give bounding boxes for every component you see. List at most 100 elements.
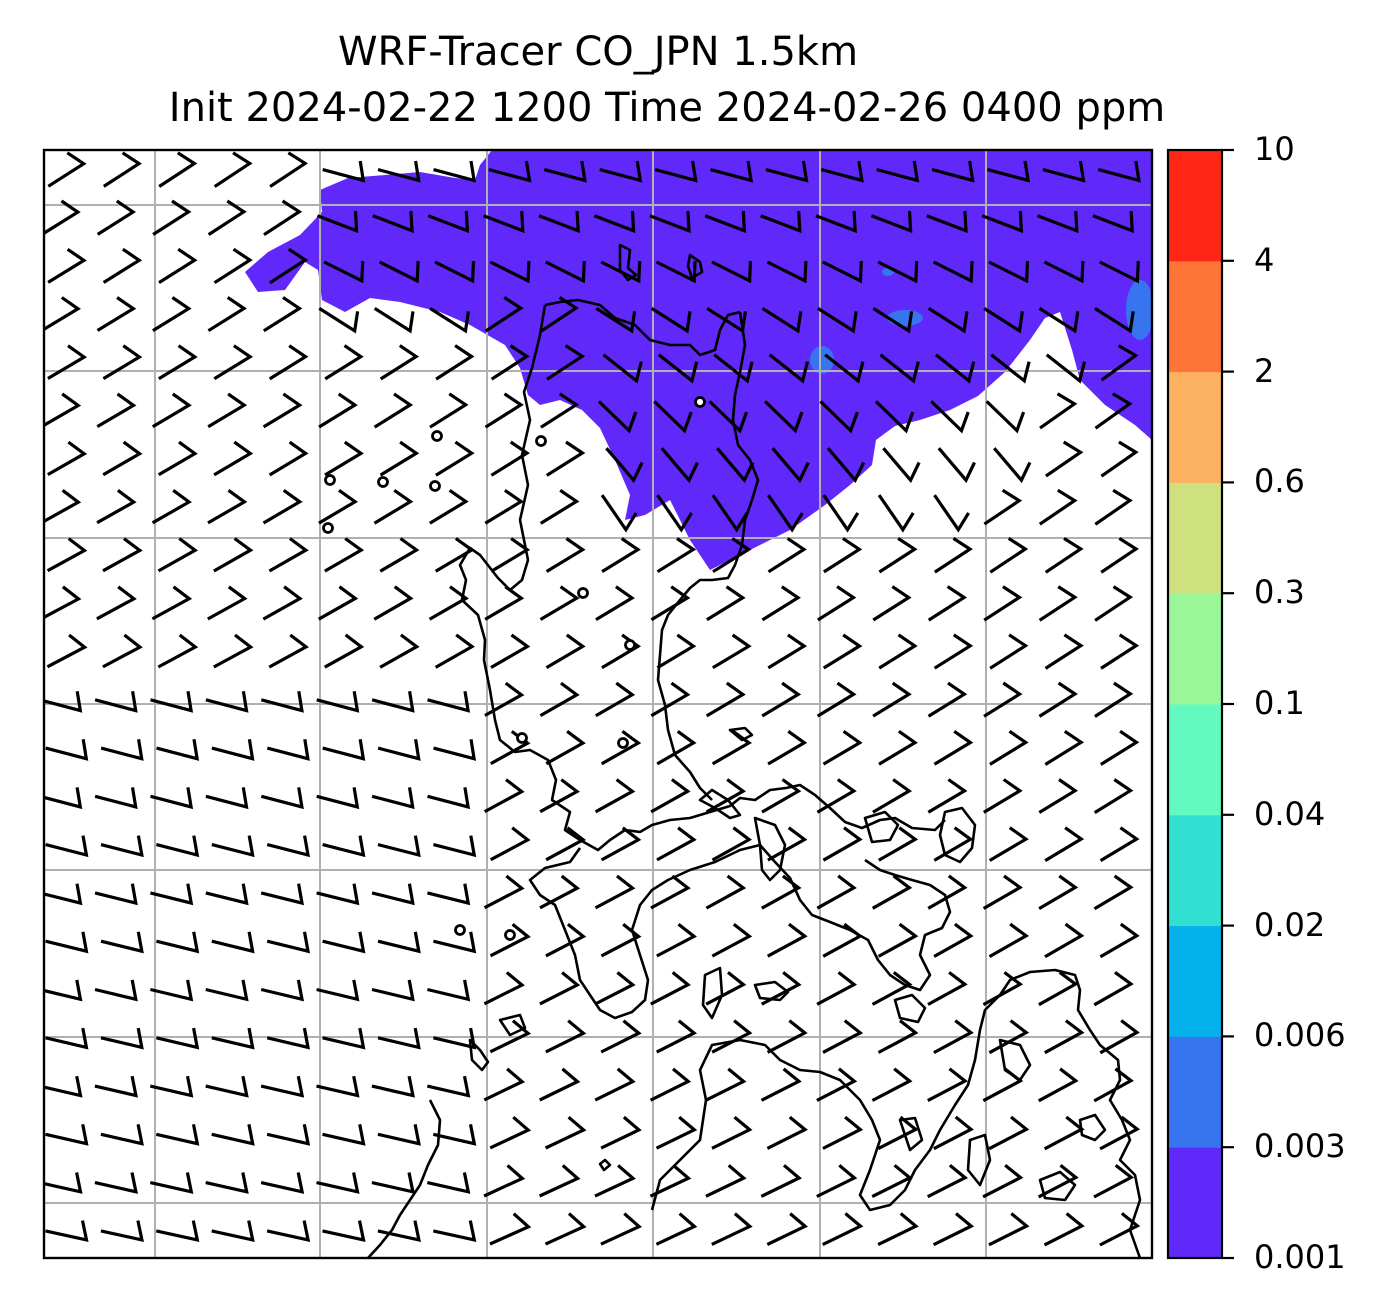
wind-barb [316,690,360,713]
wind-barb [260,690,304,713]
wind-barb [324,344,364,381]
wind-barb [594,1067,636,1102]
wind-barb [599,160,643,183]
colorbar-segment [1168,260,1222,373]
wind-barb [656,537,697,574]
wind-barb [871,1067,913,1102]
wind-barb [260,1075,305,1098]
wind-barb [822,260,863,284]
wind-barb [322,1027,366,1050]
wind-barb [932,260,974,284]
wind-barb [1045,353,1087,384]
wind-barb [377,835,421,858]
calm-wind-marker [324,474,336,486]
wind-barb [765,160,809,183]
wind-barb [1099,260,1140,284]
wind-barb [1038,971,1079,1007]
wind-barb [934,353,976,384]
wind-barb [545,260,586,284]
island-west-chain [367,1099,442,1258]
wind-barb [605,447,644,484]
wind-barb [543,160,587,183]
wind-barb [157,440,198,477]
wind-barb [763,400,804,434]
wind-barb [316,1172,360,1194]
wind-barb [1097,160,1141,183]
wind-barb [877,1115,919,1151]
wind-barb [318,307,360,334]
wind-barb [933,633,974,670]
wind-barb [102,633,143,669]
wind-barb [205,1172,249,1194]
coastline-east-land [650,968,1142,1258]
wind-barb [933,494,970,533]
wind-barb [211,1123,255,1146]
wind-barb [377,931,421,954]
wind-barb [927,681,968,718]
wind-barb [151,392,192,429]
wind-barb [44,392,82,428]
wind-barb [322,1220,366,1242]
wind-barb [1100,537,1139,574]
wind-barb [322,1123,366,1146]
wind-barb [489,1115,532,1150]
colorbar-segment [1168,593,1222,705]
wind-barb [877,1212,919,1247]
wind-barb [933,826,974,862]
island-10 [898,1116,924,1152]
wind-barb [761,307,803,334]
wind-barb [767,537,807,574]
colorbar-segment [1168,482,1222,594]
wind-barb [540,296,580,333]
wind-barb [987,160,1031,183]
wind-barb [656,826,697,862]
wind-barb [44,979,83,1002]
wind-barb [213,151,253,188]
wind-barb [539,778,580,814]
island-16 [1078,1113,1107,1142]
wind-barb [433,1027,477,1050]
wind-barb [712,537,752,574]
wind-barb [927,971,968,1006]
wind-barb [1044,729,1085,766]
wind-barb [149,1172,194,1194]
wind-barb [483,778,525,814]
calm-wind-marker [694,396,706,408]
wind-barb [213,247,253,285]
wind-barb [545,440,586,477]
wind-barb [982,1067,1024,1103]
wind-barb [318,488,359,525]
wind-barb [879,353,920,384]
wind-barb [1044,1019,1085,1055]
wind-barb [262,585,303,621]
calm-wind-marker [377,476,389,488]
wind-barb [157,344,198,381]
wind-barb [263,199,303,237]
wind-barb [102,151,142,188]
wind-barb [152,199,192,236]
wind-barb [269,247,309,285]
wind-barb [100,1220,144,1242]
wind-barb [45,931,89,954]
wind-barb [1043,1212,1085,1247]
wind-barb [377,739,421,761]
wind-barb [371,787,415,810]
wind-barb [655,1115,698,1150]
wind-barb [761,585,801,622]
wind-barb [760,210,802,234]
wind-barb [96,392,137,428]
wind-barb [207,489,248,525]
wind-barb [46,633,88,669]
wind-barb [316,1075,360,1098]
coastline-north-cape [544,298,741,357]
wind-barb [990,353,1031,384]
wind-barb [323,260,365,284]
wind-barb [157,633,199,669]
wind-barb [771,447,810,484]
wind-barb [266,931,311,954]
wind-barb [982,1164,1024,1199]
wind-barb [600,730,642,766]
wind-barb [373,392,414,429]
wind-barb [432,1220,477,1242]
wind-barb [819,400,859,434]
